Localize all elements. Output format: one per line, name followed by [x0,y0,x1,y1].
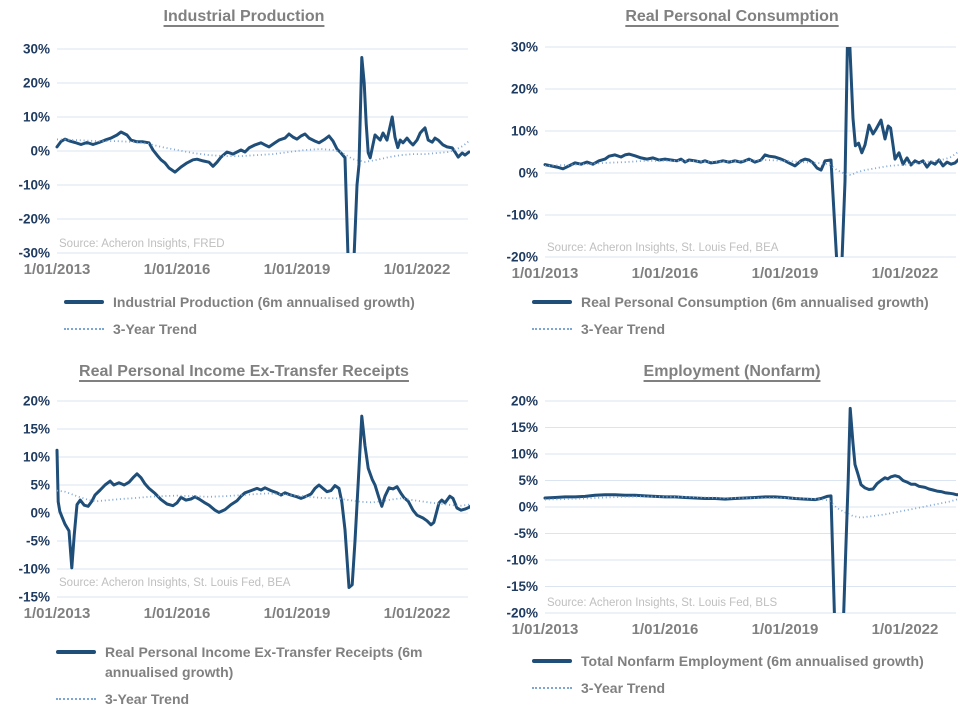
svg-text:20%: 20% [511,82,538,97]
svg-text:-20%: -20% [506,606,538,621]
legend-row: Real Personal Income Ex-Transfer Receipt… [56,642,451,682]
svg-text:1/01/2019: 1/01/2019 [264,261,331,278]
dotted-line-swatch [56,698,96,700]
legend-label: Total Nonfarm Employment (6m annualised … [581,653,924,669]
svg-text:15%: 15% [511,420,538,435]
svg-text:1/01/2016: 1/01/2016 [144,605,211,622]
svg-text:1/01/2016: 1/01/2016 [632,621,699,638]
svg-text:-20%: -20% [18,212,50,227]
svg-text:-5%: -5% [514,526,538,541]
svg-text:-10%: -10% [506,553,538,568]
svg-text:-10%: -10% [506,208,538,223]
legend: Industrial Production (6m annualised gro… [64,292,415,346]
svg-text:10%: 10% [511,124,538,139]
legend-label: 3-Year Trend [581,321,666,337]
svg-text:1/01/2019: 1/01/2019 [752,265,819,282]
svg-text:1/01/2022: 1/01/2022 [872,265,939,282]
svg-text:10%: 10% [23,110,50,125]
legend-row: 3-Year Trend [532,319,929,339]
svg-text:5%: 5% [518,473,538,488]
legend-row: 3-Year Trend [532,678,924,698]
svg-text:1/01/2022: 1/01/2022 [384,261,451,278]
svg-text:10%: 10% [511,447,538,462]
source-note: Source: Acheron Insights, St. Louis Fed,… [59,577,291,589]
legend-label: Real Personal Consumption (6m annualised… [581,294,929,310]
legend-label: 3-Year Trend [105,691,190,707]
svg-text:15%: 15% [23,422,50,437]
employment-nonfarm-plot: 20% 15% 10% 5% 0% -5% -10% -15% -20%1/01/2013 1/0… [506,394,958,638]
svg-text:20%: 20% [23,76,50,91]
svg-text:10%: 10% [23,450,50,465]
svg-text:-10%: -10% [18,562,50,577]
chart-title: Industrial Production [163,8,325,25]
legend-row: Total Nonfarm Employment (6m annualised … [532,651,924,671]
chart-real-personal-consumption: Real Personal Consumption 30% 20% 10% 0% -10… [488,0,976,355]
svg-text:0%: 0% [30,144,50,159]
dotted-line-swatch [64,328,104,330]
svg-text:1/01/2013: 1/01/2013 [24,261,91,278]
svg-text:-30%: -30% [18,246,50,261]
legend-label: 3-Year Trend [581,680,666,696]
solid-line-swatch [56,650,96,654]
legend-row: Industrial Production (6m annualised gro… [64,292,415,312]
industrial-production-plot: 30% 20% 10% 0% -10% -20% -30%1/01/2013 1/01/201… [18,42,470,278]
svg-text:1/01/2022: 1/01/2022 [872,621,939,638]
source-note: Source: Acheron Insights, St. Louis Fed,… [547,242,779,254]
svg-text:1/01/2019: 1/01/2019 [752,621,819,638]
source-note: Source: Acheron Insights, FRED [59,238,225,250]
svg-text:1/01/2013: 1/01/2013 [512,621,579,638]
chart-real-personal-income: Real Personal Income Ex-Transfer Receipt… [0,355,488,709]
chart-title: Real Personal Income Ex-Transfer Receipt… [79,363,409,380]
legend-row: 3-Year Trend [56,689,451,709]
svg-text:1/01/2016: 1/01/2016 [144,261,211,278]
legend-label: Real Personal Income Ex-Transfer Receipt… [105,644,423,680]
svg-text:1/01/2016: 1/01/2016 [632,265,699,282]
chart-title: Employment (Nonfarm) [643,363,821,380]
legend-row: Real Personal Consumption (6m annualised… [532,292,929,312]
chart-title: Real Personal Consumption [625,8,839,25]
svg-text:0%: 0% [30,506,50,521]
svg-text:-15%: -15% [18,590,50,605]
svg-text:30%: 30% [23,42,50,57]
chart-industrial-production: Industrial Production 30% 20% 10% 0% -10% -20… [0,0,488,355]
solid-line-swatch [532,300,572,304]
svg-text:-5%: -5% [26,534,50,549]
svg-text:0%: 0% [518,166,538,181]
solid-line-swatch [532,659,572,663]
svg-text:1/01/2019: 1/01/2019 [264,605,331,622]
legend: Total Nonfarm Employment (6m annualised … [532,651,924,705]
real-personal-income-plot: 20% 15% 10% 5% 0% -5% -10% -15%1/01/2013 1/01/20… [18,394,470,622]
svg-text:0%: 0% [518,500,538,515]
svg-text:5%: 5% [30,478,50,493]
svg-text:-20%: -20% [506,250,538,265]
svg-text:-15%: -15% [506,579,538,594]
svg-text:20%: 20% [23,394,50,409]
svg-text:1/01/2022: 1/01/2022 [384,605,451,622]
legend-row: 3-Year Trend [64,319,415,339]
legend-label: Industrial Production (6m annualised gro… [113,294,415,310]
real-personal-consumption-plot: 30% 20% 10% 0% -10% -20%1/01/2013 1/01/2016 1/0… [506,40,958,282]
dotted-line-swatch [532,328,572,330]
svg-text:-10%: -10% [18,178,50,193]
svg-text:20%: 20% [511,394,538,409]
dotted-line-swatch [532,687,572,689]
solid-line-swatch [64,300,104,304]
legend: Real Personal Income Ex-Transfer Receipt… [56,642,451,716]
chart-employment-nonfarm: Employment (Nonfarm) 20% 15% 10% 5% 0% -5% -10… [488,355,976,709]
svg-text:30%: 30% [511,40,538,55]
legend-label: 3-Year Trend [113,321,198,337]
svg-text:1/01/2013: 1/01/2013 [512,265,579,282]
svg-text:1/01/2013: 1/01/2013 [24,605,91,622]
legend: Real Personal Consumption (6m annualised… [532,292,929,346]
source-note: Source: Acheron Insights, St. Louis Fed,… [547,597,778,609]
